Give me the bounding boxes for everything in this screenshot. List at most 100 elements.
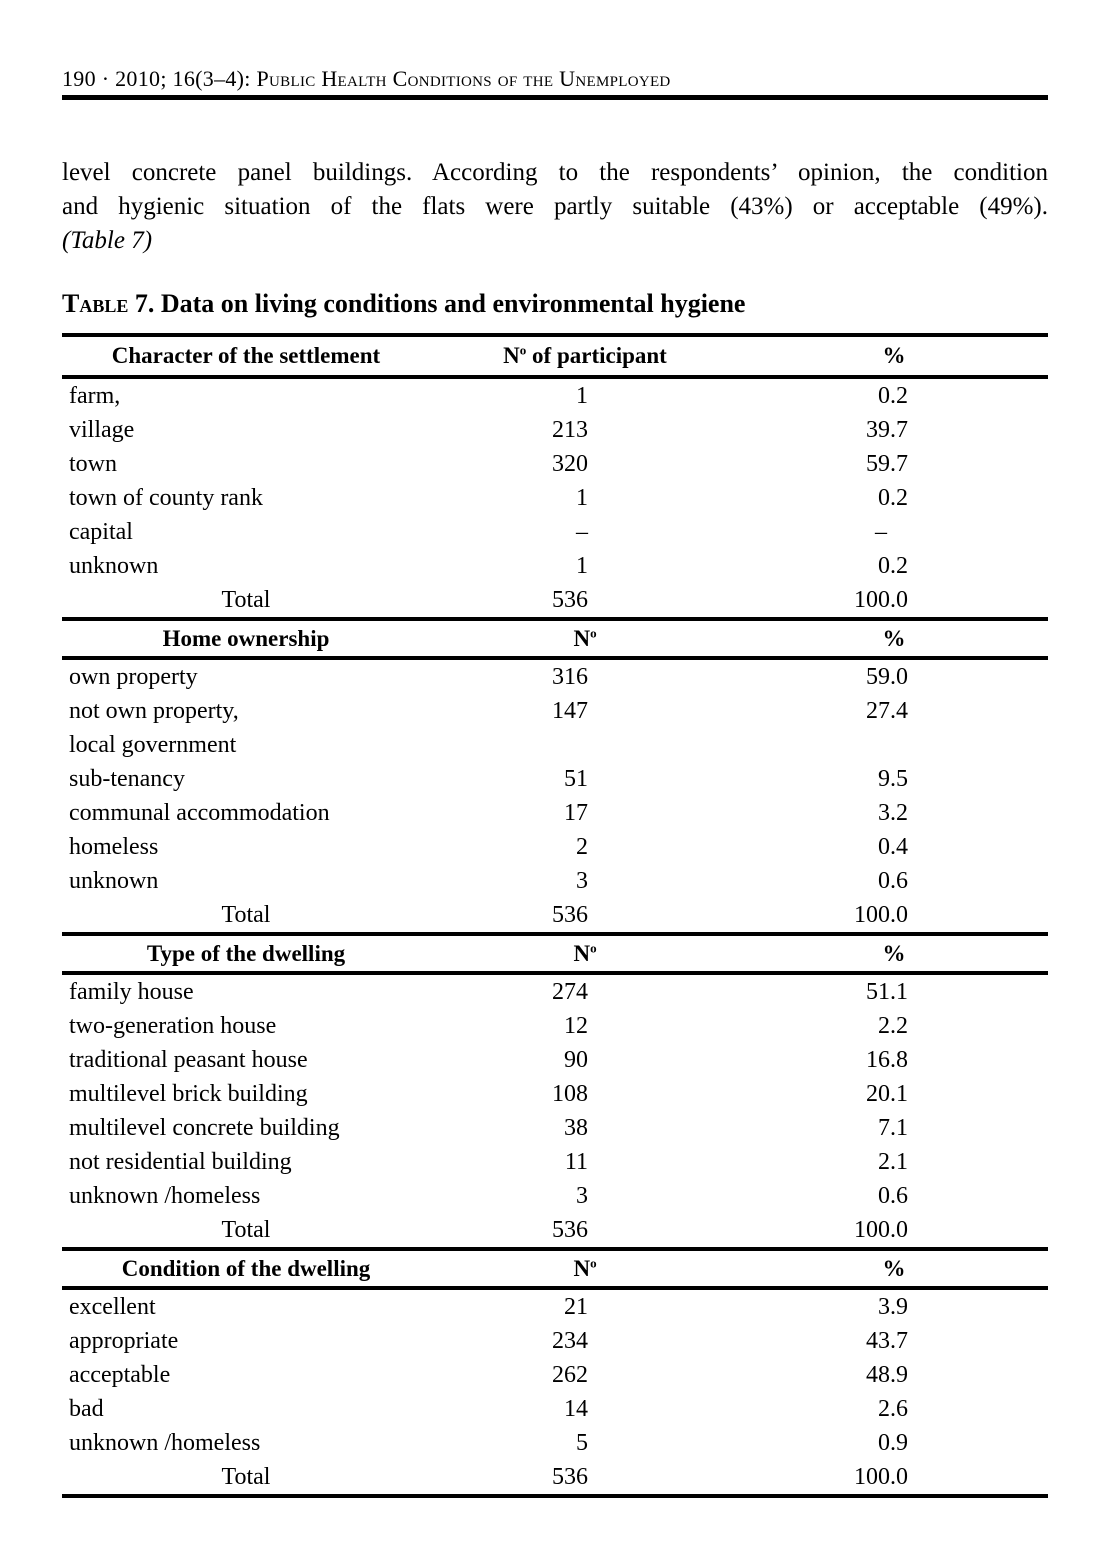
row-pct-value: 0.6 (878, 867, 908, 894)
row-n-value: 262 (552, 1361, 588, 1388)
table-row: town 320 59.7 (62, 447, 1048, 481)
table-row: own property 316 59.0 (62, 660, 1048, 694)
table-row: multilevel brick building 108 20.1 (62, 1077, 1048, 1111)
row-n-value: 1 (576, 484, 588, 511)
running-head-text: 190 · 2010; 16(3–4): Public Health Condi… (62, 66, 671, 91)
row-n-value: 536 (552, 586, 588, 613)
row-pct-value: 3.9 (878, 1293, 908, 1320)
row-n-value: 320 (552, 450, 588, 477)
row-pct-value: 51.1 (866, 978, 908, 1005)
row-n-value: 3 (576, 867, 588, 894)
data-table: Character of the settlement No of partici… (62, 333, 1048, 1498)
column-header-n-superscript: o (590, 624, 597, 640)
column-header-n-base: N (573, 940, 591, 966)
body-paragraph: level concrete panel buildings. Accordin… (62, 156, 1048, 258)
row-n-value: 536 (552, 1216, 588, 1243)
row-n-value: 1 (576, 552, 588, 579)
row-label: family house (69, 978, 194, 1005)
row-pct-value: – (875, 518, 887, 545)
row-pct-value: 100.0 (854, 1216, 908, 1243)
row-label: two-generation house (69, 1012, 277, 1039)
table-row: sub-tenancy 51 9.5 (62, 762, 1048, 796)
column-header-percent: % (882, 343, 906, 368)
total-row: Total 536 100.0 (62, 898, 1048, 932)
table-row: bad 14 2.6 (62, 1392, 1048, 1426)
row-n-value: 234 (552, 1327, 588, 1354)
row-pct-value: 3.2 (878, 799, 908, 826)
table-row: excellent 21 3.9 (62, 1290, 1048, 1324)
column-header-percent: % (882, 940, 906, 966)
column-header-n-superscript: o (590, 1254, 597, 1270)
row-pct-value: 39.7 (866, 416, 908, 443)
table-row: unknown /homeless 3 0.6 (62, 1179, 1048, 1213)
row-n-value: 11 (564, 1148, 588, 1175)
row-label: not residential building (69, 1148, 292, 1175)
row-label: acceptable (69, 1361, 171, 1388)
table-row: two-generation house 12 2.2 (62, 1009, 1048, 1043)
column-header-n-base: N (573, 1255, 591, 1281)
row-label: unknown (69, 867, 159, 894)
caption-label: Table 7. (62, 289, 155, 318)
row-n-value: 1 (576, 382, 588, 409)
row-pct-value: 100.0 (854, 586, 908, 613)
row-label: appropriate (69, 1327, 179, 1354)
row-label: bad (69, 1395, 104, 1422)
row-n-value: 316 (552, 663, 588, 690)
row-n-value: 51 (564, 765, 588, 792)
row-label: own property (69, 663, 198, 690)
table-row: town of county rank 1 0.2 (62, 481, 1048, 515)
row-pct-value: 27.4 (866, 697, 908, 724)
row-label: excellent (69, 1293, 156, 1320)
row-label: not own property, (69, 697, 239, 724)
table-row: homeless 2 0.4 (62, 830, 1048, 864)
table-row: village 213 39.7 (62, 413, 1048, 447)
row-label: traditional peasant house (69, 1046, 308, 1073)
total-row: Total 536 100.0 (62, 583, 1048, 617)
caption-title: Data on living conditions and environmen… (154, 289, 746, 318)
section-header-row: Type of the dwelling No% (62, 932, 1048, 975)
column-header-n-base: N (503, 343, 520, 368)
column-header-category: Condition of the dwelling (121, 1255, 371, 1281)
row-pct-value: 20.1 (866, 1080, 908, 1107)
column-header-percent: % (882, 1255, 906, 1281)
column-header-n-base: N (573, 625, 591, 651)
row-label: town of county rank (69, 484, 263, 511)
table-row: acceptable 262 48.9 (62, 1358, 1048, 1392)
row-pct-value: 0.2 (878, 382, 908, 409)
column-header-percent: % (882, 625, 906, 651)
row-n-value: 274 (552, 978, 588, 1005)
row-pct-value: 2.1 (878, 1148, 908, 1175)
table-row: capital – – (62, 515, 1048, 549)
row-label: unknown (69, 552, 159, 579)
row-label: local government (69, 731, 237, 758)
row-n-value: 12 (564, 1012, 588, 1039)
column-header-category: Home ownership (162, 625, 330, 651)
row-pct-value: 59.7 (866, 450, 908, 477)
column-header-n-rest: of participant (526, 343, 667, 368)
row-pct-value: 48.9 (866, 1361, 908, 1388)
column-header-n: No (430, 1256, 740, 1282)
row-pct-value: 7.1 (878, 1114, 908, 1141)
row-n-value: 2 (576, 833, 588, 860)
row-label: communal accommodation (69, 799, 330, 826)
table-row: communal accommodation 17 3.2 (62, 796, 1048, 830)
row-label: unknown /homeless (69, 1429, 261, 1456)
table-row: farm, 1 0.2 (62, 379, 1048, 413)
column-header-category: Type of the dwelling (146, 940, 346, 966)
paragraph-line-1: level concrete panel buildings. Accordin… (62, 159, 1048, 186)
table-row: traditional peasant house 90 16.8 (62, 1043, 1048, 1077)
table-caption: Table 7. Data on living conditions and e… (62, 290, 1048, 318)
row-n-value: 536 (552, 1463, 588, 1490)
table-row: not own property, 147 27.4 (62, 694, 1048, 728)
row-pct-value: 0.4 (878, 833, 908, 860)
row-pct-value: 2.6 (878, 1395, 908, 1422)
row-n-value: 108 (552, 1080, 588, 1107)
table-row: unknown 1 0.2 (62, 549, 1048, 583)
table-row: local government (62, 728, 1048, 762)
row-pct-value: 59.0 (866, 663, 908, 690)
row-n-value: 21 (564, 1293, 588, 1320)
row-label: multilevel brick building (69, 1080, 308, 1107)
table-reference: (Table 7) (62, 227, 153, 254)
running-head: 190 · 2010; 16(3–4): Public Health Condi… (62, 0, 1048, 100)
